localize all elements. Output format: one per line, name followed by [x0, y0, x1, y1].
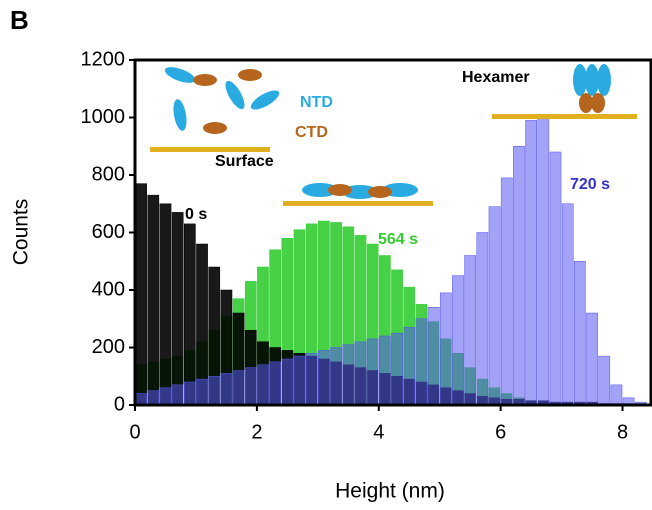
bar: [220, 373, 233, 406]
bar: [184, 223, 196, 406]
bar: [244, 367, 257, 406]
bar: [513, 146, 525, 406]
annotation: NTD: [300, 94, 333, 111]
bar: [171, 212, 184, 406]
x-axis-label: Height (nm): [335, 480, 445, 503]
x-tick-label: 8: [617, 421, 628, 443]
bar: [208, 376, 221, 406]
bar: [184, 381, 196, 406]
y-tick-label: 800: [92, 163, 125, 185]
panel-label: B: [10, 5, 29, 35]
x-tick-label: 0: [129, 421, 140, 443]
bar: [135, 183, 147, 406]
bar: [403, 327, 416, 406]
bar: [415, 318, 428, 406]
annotation: Surface: [215, 153, 274, 170]
bar: [293, 355, 306, 406]
series-label: 0 s: [185, 206, 207, 223]
bar: [452, 275, 464, 406]
bar: [147, 194, 160, 406]
y-tick-label: 200: [92, 336, 125, 358]
bar: [159, 387, 172, 406]
bar: [269, 361, 282, 406]
y-tick-label: 0: [114, 393, 125, 415]
bar: [354, 341, 367, 406]
y-tick-label: 1000: [81, 106, 126, 128]
bar: [147, 390, 160, 406]
bar: [427, 307, 440, 406]
bar: [159, 203, 172, 406]
bar: [598, 355, 611, 406]
bar: [257, 364, 269, 406]
x-tick-label: 2: [251, 421, 262, 443]
bar: [318, 350, 330, 406]
bar: [500, 177, 513, 406]
bar: [586, 312, 598, 406]
bar: [488, 206, 501, 406]
bar: [537, 117, 550, 406]
y-tick-label: 600: [92, 221, 125, 243]
x-tick-label: 4: [373, 421, 384, 443]
y-axis-label: Counts: [10, 199, 33, 266]
y-tick-label: 400: [92, 278, 125, 300]
bar: [464, 255, 477, 406]
bar: [171, 384, 184, 406]
bar: [366, 338, 379, 406]
bar: [525, 120, 537, 406]
bar: [305, 353, 318, 406]
y-tick-label: 1200: [81, 48, 126, 70]
bar: [342, 344, 355, 406]
series-label: 720 s: [570, 176, 610, 193]
annotation: CTD: [295, 124, 328, 141]
bars: [135, 117, 647, 406]
bar: [574, 261, 586, 406]
bar: [549, 151, 562, 406]
bar: [135, 393, 147, 406]
cartoon: [150, 64, 637, 206]
bar: [561, 203, 574, 406]
bar: [232, 370, 245, 406]
bar: [379, 335, 391, 406]
bar: [439, 292, 452, 406]
series-label: 564 s: [378, 231, 418, 248]
annotation: Hexamer: [462, 69, 530, 86]
bar: [610, 384, 623, 406]
bar: [281, 358, 294, 406]
x-tick-label: 6: [495, 421, 506, 443]
bar: [330, 347, 342, 406]
bar: [196, 378, 208, 406]
bar: [476, 232, 489, 406]
bar: [391, 332, 403, 406]
